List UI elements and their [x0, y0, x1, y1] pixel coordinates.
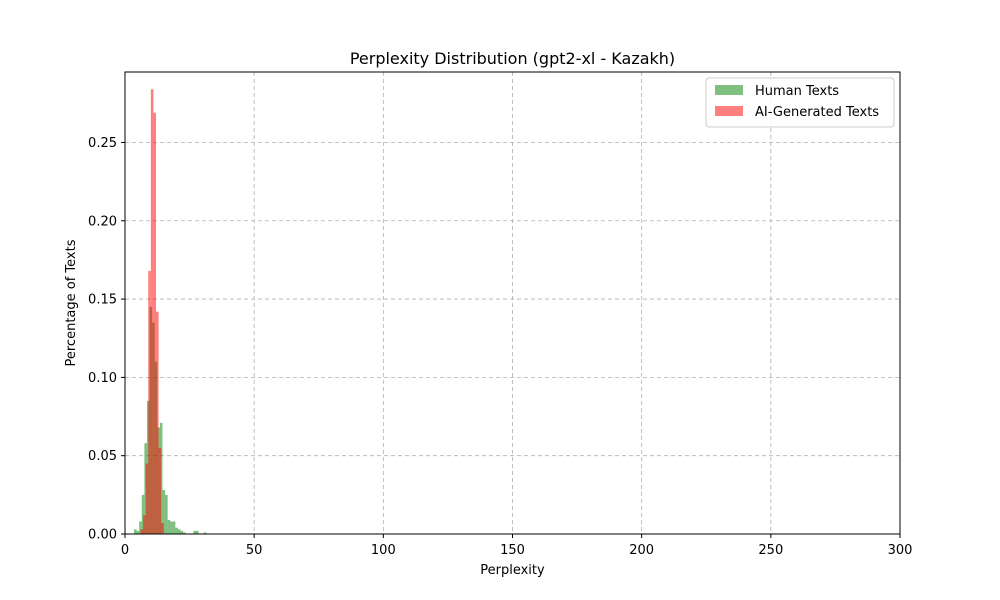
human-texts-bar	[165, 494, 168, 534]
y-tick-label: 0.25	[88, 136, 117, 151]
human-texts-bar	[193, 530, 197, 534]
ai-texts-bar	[145, 463, 149, 534]
ai-texts-bar	[158, 447, 162, 534]
legend: Human Texts AI-Generated Texts	[705, 77, 895, 128]
x-tick-label: 0	[121, 543, 129, 558]
human-texts-bar	[203, 532, 207, 534]
ai-texts-bar	[143, 515, 146, 534]
y-tick-label: 0.05	[88, 449, 117, 464]
x-tick-label: 250	[758, 543, 783, 558]
ai-texts-bar	[156, 311, 159, 534]
ai-texts-bar	[150, 89, 154, 535]
x-tick-label: 200	[629, 543, 654, 558]
x-axis-ticks: 0 50 100 150 200 250 300	[121, 534, 913, 558]
ai-texts-bar	[153, 112, 156, 535]
y-tick-label: 0.20	[88, 214, 117, 229]
y-axis-ticks: 0.00 0.05 0.10 0.15 0.20 0.25	[88, 136, 125, 543]
human-texts-bar	[144, 443, 147, 534]
legend-swatch-ai	[715, 106, 743, 116]
x-tick-label: 100	[371, 543, 396, 558]
human-texts-bar	[183, 532, 186, 534]
y-axis-label: Percentage of Texts	[64, 239, 79, 366]
legend-label-human: Human Texts	[755, 84, 839, 99]
x-tick-label: 300	[888, 543, 913, 558]
human-texts-bar	[175, 527, 178, 534]
x-tick-label: 150	[500, 543, 525, 558]
human-texts-bar	[196, 530, 199, 534]
human-texts-bar	[177, 529, 181, 534]
human-texts-bar	[136, 530, 140, 534]
ai-texts-bar	[140, 529, 144, 534]
human-texts-bar	[141, 494, 145, 534]
y-tick-label: 0.15	[88, 293, 117, 308]
human-texts-bar	[162, 490, 166, 534]
ai-texts-bars	[140, 89, 164, 535]
human-texts-bar	[170, 521, 173, 534]
human-texts-bar	[167, 519, 171, 534]
y-tick-label: 0.00	[88, 528, 117, 543]
chart-title: Perplexity Distribution (gpt2-xl - Kazak…	[350, 49, 675, 68]
human-texts-bar	[134, 529, 137, 534]
legend-box	[705, 77, 895, 128]
human-texts-bar	[172, 521, 176, 534]
human-texts-bar	[139, 521, 142, 534]
y-tick-label: 0.10	[88, 371, 117, 386]
x-tick-label: 50	[246, 543, 263, 558]
ai-texts-bar	[148, 270, 151, 534]
x-axis-label: Perplexity	[480, 563, 545, 578]
ai-texts-bar	[161, 523, 164, 534]
legend-label-ai: AI-Generated Texts	[755, 105, 879, 120]
grid-lines	[125, 72, 900, 534]
legend-swatch-human	[715, 85, 743, 95]
human-texts-bar	[180, 530, 184, 534]
